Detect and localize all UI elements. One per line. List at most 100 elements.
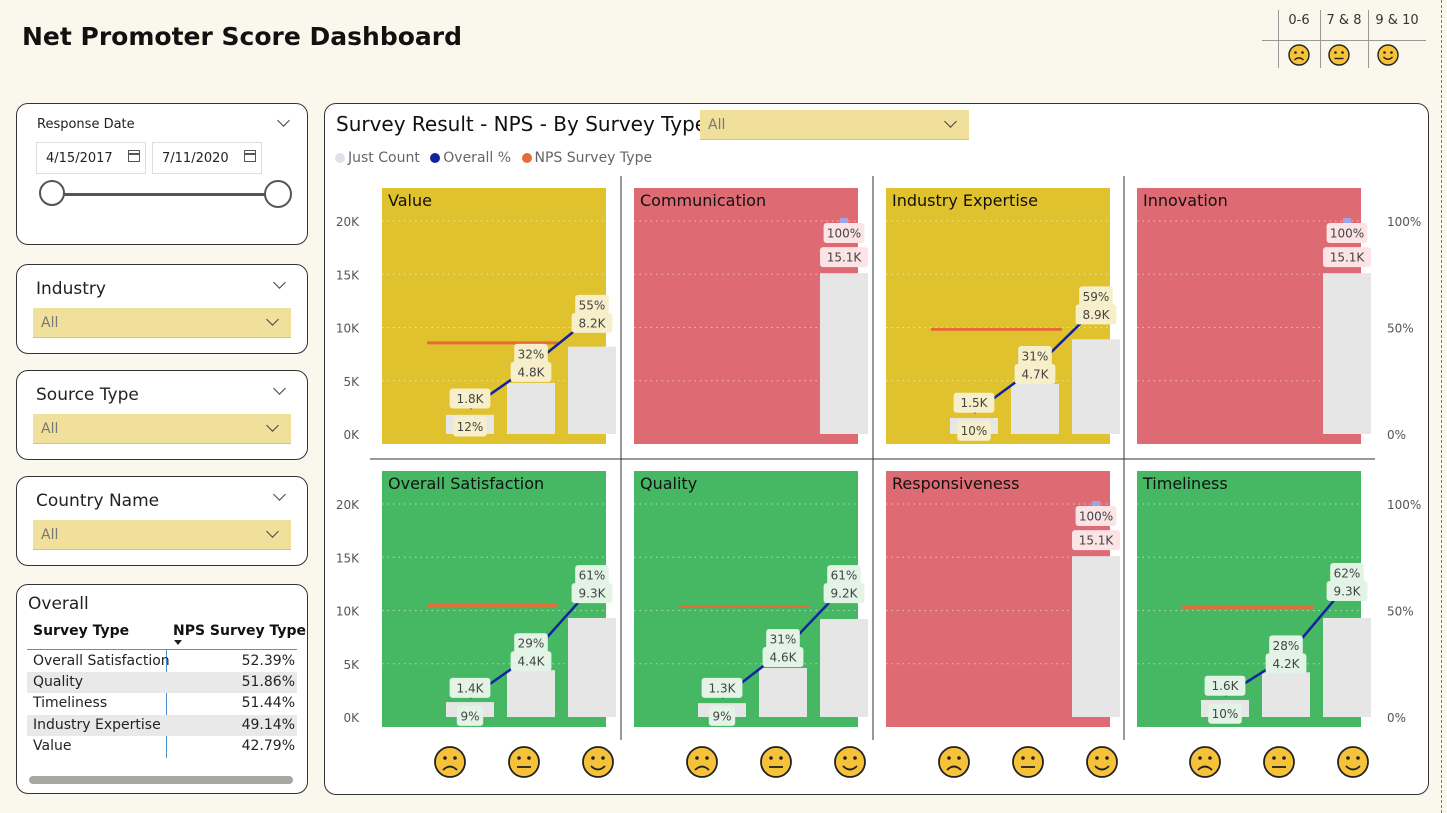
count-data-label-bg: [953, 392, 995, 413]
country-name-dropdown[interactable]: All: [33, 520, 291, 550]
legend-item-nps-survey-type[interactable]: NPS Survey Type: [521, 150, 652, 166]
table-row[interactable]: Quality 51.86%: [27, 672, 297, 693]
count-data-label-bg: [823, 583, 865, 604]
legend-item-overall-percent[interactable]: Overall %: [430, 150, 511, 166]
legend-label: Overall %: [443, 150, 512, 166]
overall-percent-marker: [1343, 218, 1351, 224]
count-data-label: 15.1K: [1330, 251, 1366, 265]
calendar-icon[interactable]: [243, 150, 256, 162]
face-eye: [1021, 756, 1025, 760]
survey-type-cell: Industry Expertise: [33, 717, 161, 733]
column-divider: [166, 650, 167, 758]
calendar-icon[interactable]: [127, 150, 140, 162]
date-range-end-handle[interactable]: [264, 180, 292, 208]
survey-type-cell: Timeliness: [33, 695, 108, 711]
y2-axis-tick-label: 100%: [1387, 498, 1421, 512]
count-data-label-bg: [1204, 675, 1246, 696]
score-legend: 0-6 7 & 8 9 & 10: [1262, 10, 1426, 68]
chevron-down-icon[interactable]: [273, 276, 286, 289]
face-circle: [834, 746, 866, 778]
percent-data-label-bg: [1075, 506, 1117, 526]
face-eye: [517, 756, 521, 760]
y2-axis-tick-label: 0%: [1387, 428, 1406, 442]
end-date-input[interactable]: 7/11/2020: [152, 142, 262, 174]
source-type-dropdown[interactable]: All: [33, 414, 291, 444]
column-header-survey-type[interactable]: Survey Type: [33, 623, 130, 639]
face-eye: [443, 756, 447, 760]
percent-data-label: 59%: [1083, 290, 1110, 304]
start-date-input[interactable]: 4/15/2017: [36, 142, 146, 174]
face-eye: [527, 756, 531, 760]
percent-data-label: 28%: [1273, 639, 1300, 653]
column-header-nps-survey-type[interactable]: NPS Survey Type: [173, 623, 307, 639]
face-eye: [769, 756, 773, 760]
count-data-label-bg: [510, 361, 552, 382]
face-eye: [1282, 756, 1286, 760]
percent-data-label: 61%: [831, 569, 858, 583]
face-circle: [434, 746, 466, 778]
source-type-label: Source Type: [36, 385, 139, 405]
legend-item-just-count[interactable]: Just Count: [335, 150, 420, 166]
chevron-down-icon: [266, 525, 279, 538]
industry-value: All: [41, 315, 59, 331]
chevron-down-icon[interactable]: [273, 488, 286, 501]
sort-desc-icon[interactable]: [174, 640, 182, 645]
percent-data-label: 31%: [1022, 349, 1049, 363]
survey-type-cell: Value: [33, 738, 72, 754]
survey-type-cell: Overall Satisfaction: [33, 653, 170, 669]
date-range-start-handle[interactable]: [39, 180, 65, 206]
count-bar: [507, 670, 555, 717]
y-axis-tick-label: 15K: [336, 268, 360, 282]
legend-label-passive: 7 & 8: [1326, 13, 1362, 28]
count-bar: [759, 668, 807, 717]
face-mouth: [1345, 765, 1361, 771]
country-name-slicer: Country Name All: [16, 476, 308, 566]
horizontal-scrollbar[interactable]: [29, 776, 293, 784]
percent-data-label: 61%: [579, 569, 606, 583]
smile-face-icon: [582, 746, 614, 778]
count-bar: [568, 346, 616, 434]
table-row[interactable]: Industry Expertise 49.14%: [27, 715, 297, 736]
sad-face-icon: [434, 746, 466, 778]
count-bar: [1323, 617, 1371, 717]
table-row[interactable]: Value 42.79%: [27, 736, 297, 757]
percent-data-label: 10%: [961, 424, 988, 438]
overall-percent-marker: [840, 218, 848, 224]
start-date-value: 4/15/2017: [46, 151, 113, 166]
count-data-label-bg: [571, 583, 613, 604]
response-date-slicer: Response Date 4/15/2017 7/11/2020: [16, 103, 308, 245]
face-eye: [1105, 756, 1109, 760]
count-bar: [1262, 672, 1310, 717]
count-data-label: 8.9K: [1083, 308, 1111, 322]
face-eye: [1095, 756, 1099, 760]
percent-data-label-bg: [575, 565, 609, 586]
face-circle: [508, 746, 540, 778]
chevron-down-icon[interactable]: [277, 114, 290, 127]
percent-data-label-bg: [514, 633, 548, 654]
table-header-divider: [27, 649, 297, 650]
y-axis-tick-label: 5K: [343, 658, 360, 672]
industry-dropdown[interactable]: All: [33, 308, 291, 338]
count-data-label-bg: [1075, 304, 1117, 325]
percent-data-label: 62%: [1334, 566, 1361, 580]
legend-dot: [521, 153, 532, 163]
table-row[interactable]: Timeliness 51.44%: [27, 693, 297, 714]
survey-type-dropdown[interactable]: All: [700, 110, 969, 140]
sad-face-icon: [686, 746, 718, 778]
page-edge-divider: [1441, 0, 1442, 813]
face-eye: [1198, 756, 1202, 760]
panel-title: Innovation: [1143, 191, 1228, 210]
chart-title: Survey Result - NPS - By Survey Type: [336, 112, 708, 136]
count-bar: [820, 273, 868, 434]
face-eye: [853, 756, 857, 760]
count-data-label: 15.1K: [827, 251, 863, 265]
chevron-down-icon[interactable]: [273, 382, 286, 395]
count-data-label: 4.4K: [518, 655, 546, 669]
panel-title: Overall Satisfaction: [388, 474, 544, 493]
percent-data-label-bg: [1208, 703, 1242, 724]
survey-type-cell: Quality: [33, 674, 84, 690]
count-data-label: 9.2K: [831, 587, 859, 601]
percent-data-label-bg: [575, 294, 609, 315]
page-title: Net Promoter Score Dashboard: [22, 22, 462, 51]
table-row[interactable]: Overall Satisfaction 52.39%: [27, 651, 297, 672]
